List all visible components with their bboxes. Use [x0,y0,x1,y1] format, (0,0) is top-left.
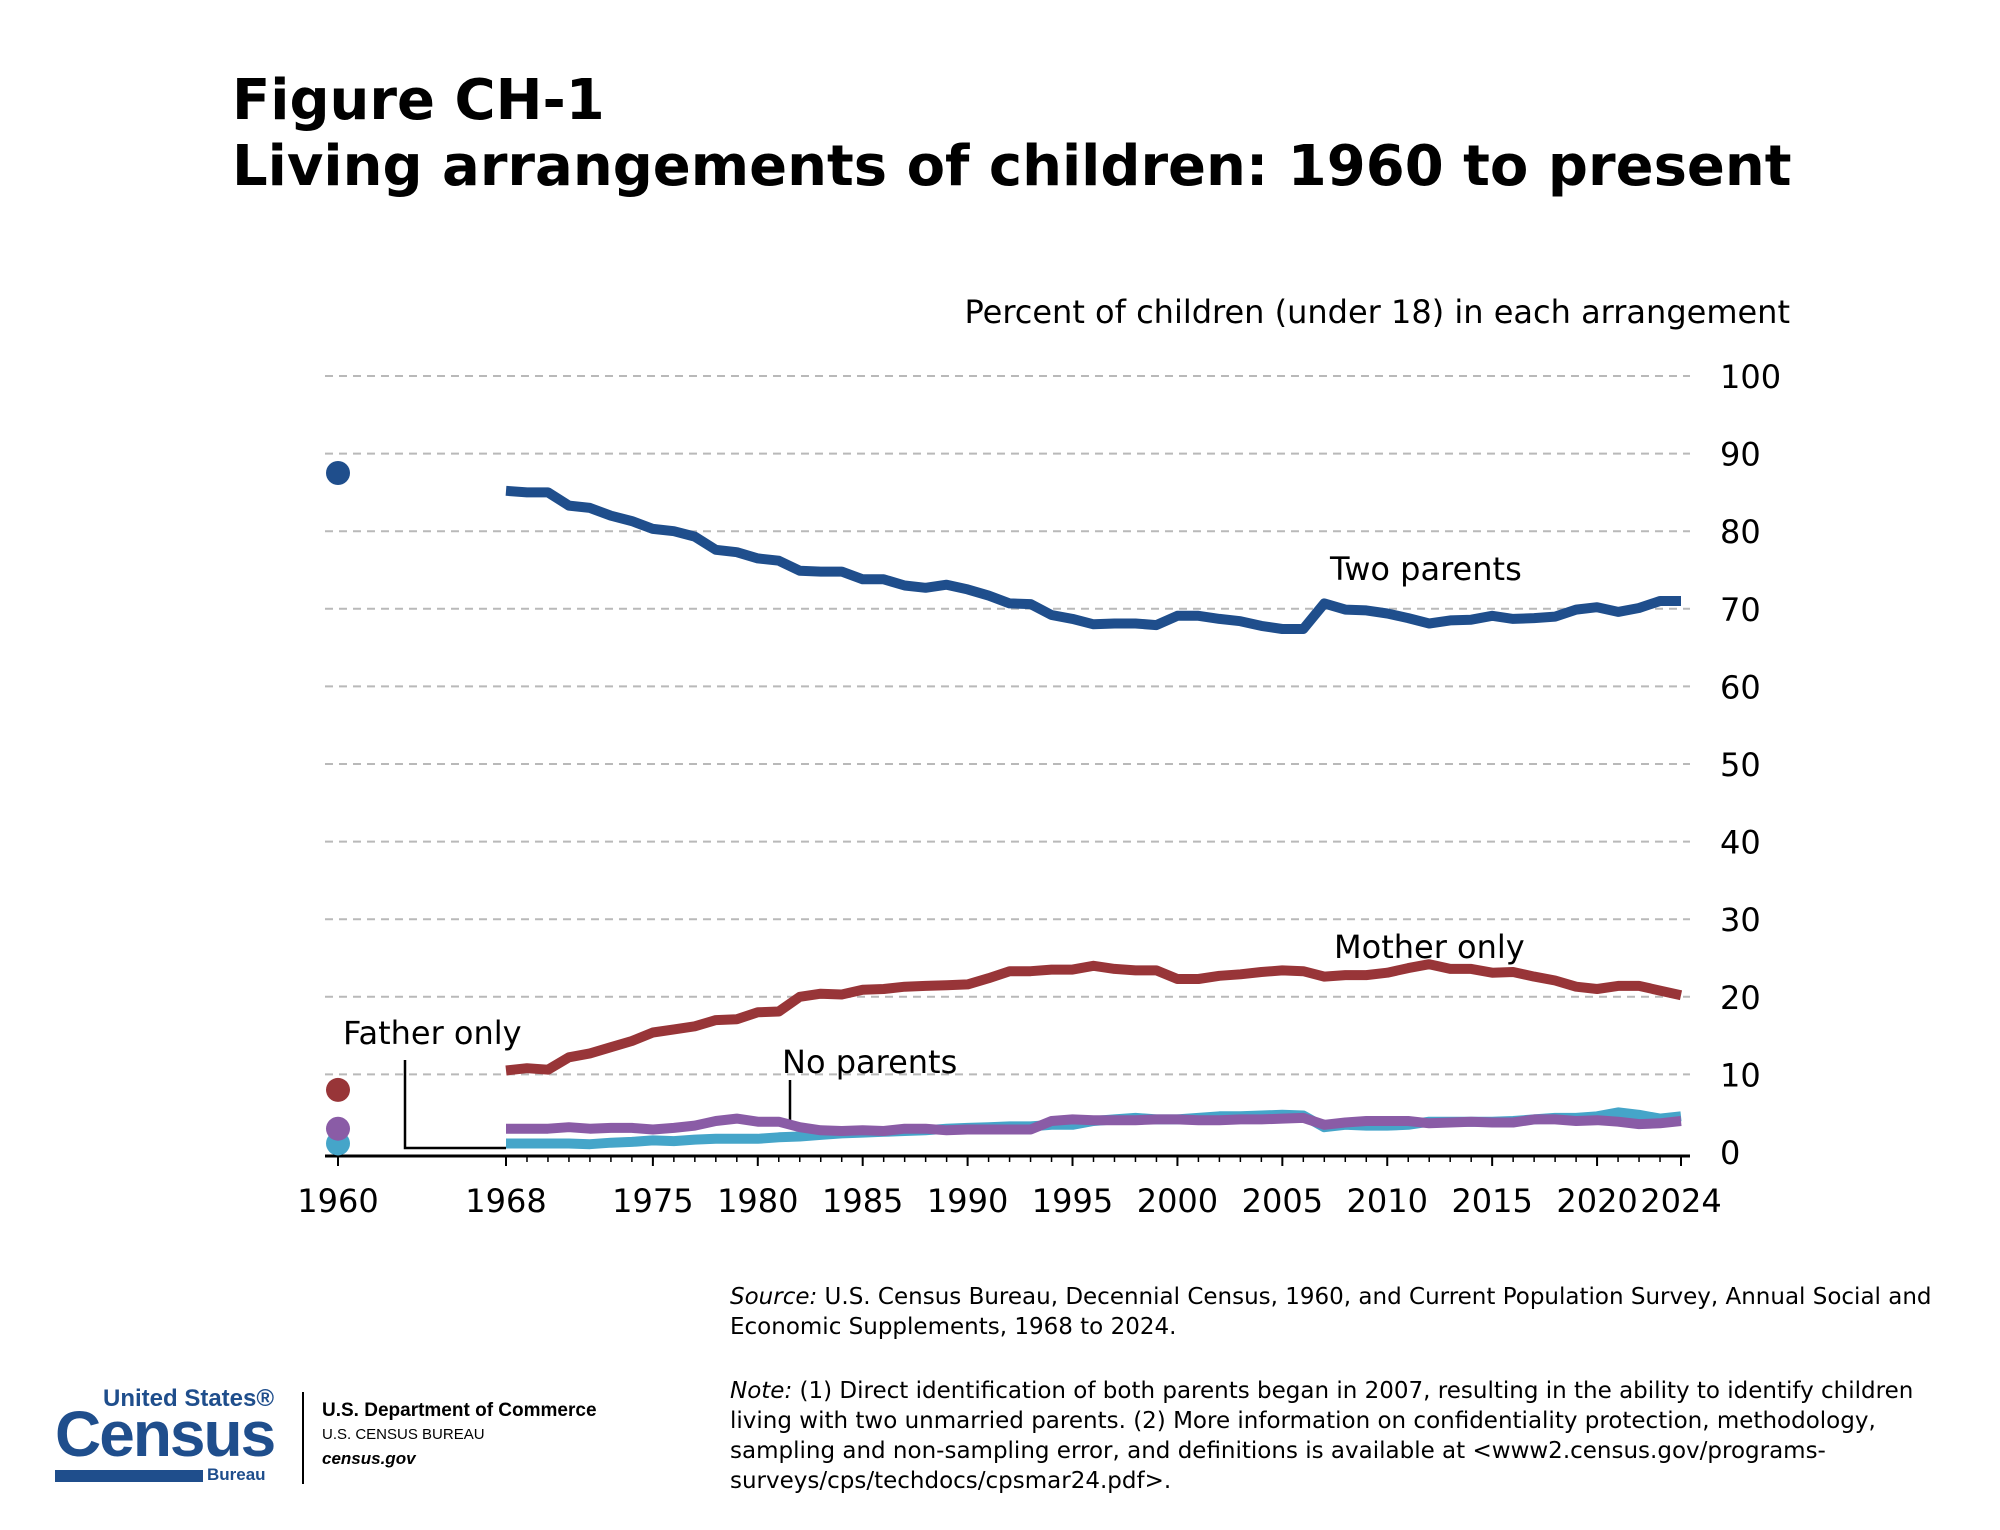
y-tick-label: 60 [1720,668,1761,706]
x-tick-label: 2020 [1556,1182,1637,1220]
series-annotations: Two parents Mother only Father only No p… [343,550,1525,1081]
department-name: U.S. Department of Commerce [322,1400,597,1421]
y-tick-label: 50 [1720,746,1761,784]
x-tick-label: 1960 [297,1182,378,1220]
y-tick-label: 100 [1720,358,1781,396]
logo-divider [302,1392,304,1484]
x-tick-label: 1990 [927,1182,1008,1220]
x-tick-label: 2010 [1347,1182,1428,1220]
x-tick-labels: 1960 1968 1975 1980 1985 1990 1995 2000 2005 2010… [297,1182,1721,1220]
logo-bar [55,1470,203,1482]
note-text: (1) Direct identification of both parent… [730,1378,1914,1494]
y-tick-labels: 0 10 20 30 40 50 60 70 80 90 100 [1720,358,1781,1172]
figure-number: Figure CH-1 [232,68,605,133]
annotation-two-parents: Two parents [1329,550,1522,588]
logo-bureau: Bureau [207,1465,266,1484]
x-tick-label: 1980 [717,1182,798,1220]
y-axis-label: Percent of children (under 18) in each a… [964,293,1790,331]
source-note: Source: U.S. Census Bureau, Decennial Ce… [730,1282,1970,1342]
gridlines [325,375,1690,1076]
points-1960 [326,461,350,1156]
point-1960-mother-only [326,1077,350,1102]
census-logo: United States® Census Bureau [55,1385,285,1485]
department-info: U.S. Department of Commerce U.S. CENSUS … [322,1398,597,1472]
annotation-leaders [403,1060,792,1150]
x-tick-label: 2015 [1451,1182,1532,1220]
source-label: Source: [730,1284,818,1310]
father-only-leader [403,1060,506,1150]
y-tick-label: 10 [1720,1056,1761,1094]
x-tick-label: 1968 [465,1182,546,1220]
source-text: U.S. Census Bureau, Decennial Census, 19… [730,1284,1932,1340]
annotation-no-parents: No parents [782,1043,957,1081]
series-lines [505,485,1683,1150]
note-label: Note: [730,1378,793,1404]
annotation-father-only: Father only [343,1014,522,1052]
y-tick-label: 20 [1720,979,1761,1017]
x-tick-label: 1995 [1032,1182,1113,1220]
x-axis [325,1154,1690,1166]
y-tick-label: 80 [1720,513,1761,551]
y-tick-label: 90 [1720,436,1761,474]
logo-united-states: United States® [103,1385,275,1412]
y-tick-label: 40 [1720,824,1761,862]
website: census.gov [322,1449,416,1468]
point-1960-two-parents [326,461,350,485]
y-tick-label: 30 [1720,901,1761,939]
x-tick-label: 1975 [612,1182,693,1220]
y-tick-label: 0 [1720,1134,1740,1172]
point-1960-no-parents [326,1116,350,1141]
series-line-mother-only [505,959,1683,1076]
logo-census: Census [55,1398,276,1470]
figure-title: Living arrangements of children: 1960 to… [232,134,1792,199]
bureau-name: U.S. CENSUS BUREAU [322,1426,485,1443]
x-tick-label: 2005 [1242,1182,1323,1220]
series-line-two-parents [505,485,1681,634]
x-tick-label: 2000 [1137,1182,1218,1220]
note-text-block: Note: (1) Direct identification of both … [730,1376,1970,1496]
y-tick-label: 70 [1720,591,1761,629]
series-line-no-parents [506,1112,1682,1136]
x-tick-label: 1985 [822,1182,903,1220]
figure-title-block: Figure CH-1 Living arrangements of child… [232,68,1792,200]
chart-notes: Source: U.S. Census Bureau, Decennial Ce… [730,1282,1970,1530]
annotation-mother-only: Mother only [1334,928,1525,966]
x-tick-label: 2024 [1640,1182,1721,1220]
